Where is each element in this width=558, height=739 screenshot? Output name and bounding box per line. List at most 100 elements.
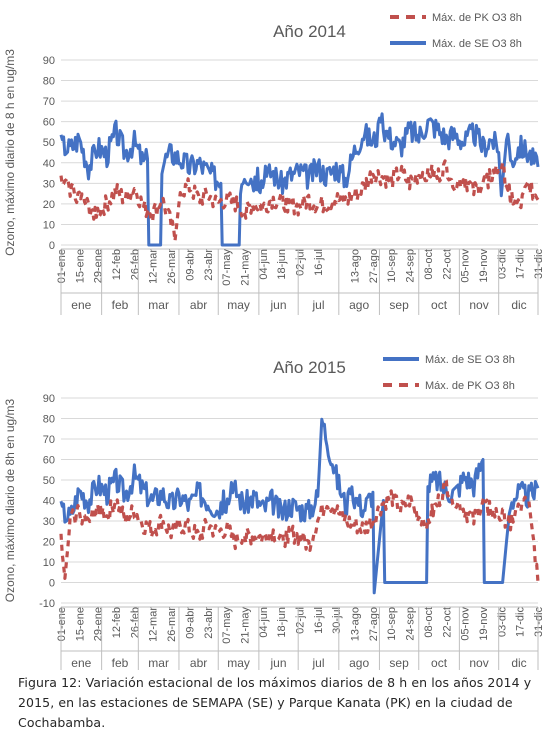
month-label: ene — [71, 298, 91, 312]
month-label: sep — [389, 656, 409, 670]
x-tick-label: 31-dic — [533, 249, 545, 279]
x-tick-label: 16-jul — [313, 249, 325, 276]
x-tick-label: 29-ene — [93, 607, 105, 641]
y-tick-label: 30 — [43, 516, 55, 528]
month-label: feb — [112, 298, 129, 312]
x-tick-label: 29-ene — [93, 249, 105, 283]
chart-title: Año 2015 — [273, 358, 346, 377]
series-line-pk — [59, 478, 540, 583]
month-label: dic — [511, 298, 526, 312]
chart-2014: Año 2014 0 10 20 30 40 50 60 70 80 90 Ozono, máximo… — [3, 12, 545, 315]
x-tick-label: 23-abr — [203, 249, 215, 281]
x-tick-label: 26-feb — [129, 249, 141, 280]
x-tick-label: 07-may — [221, 249, 233, 286]
y-tick-label: 90 — [43, 393, 55, 405]
y-tick-label: -10 — [39, 598, 55, 610]
x-tick-label: 05-nov — [460, 249, 472, 283]
y-tick-label: 10 — [43, 219, 55, 231]
x-tick-label: 18-jun — [276, 607, 288, 638]
y-tick-label: 60 — [43, 117, 55, 129]
x-tick-label: 19-nov — [478, 607, 490, 641]
x-tick-label: 22-oct — [441, 249, 453, 280]
x-tick-label: 23-abr — [203, 607, 215, 639]
month-label: nov — [469, 298, 488, 312]
x-tick-label: 03-dic — [496, 249, 508, 279]
month-label: may — [227, 298, 250, 312]
x-tick-label: 12-feb — [111, 607, 123, 638]
x-tick-label: 01-ene — [56, 607, 68, 641]
x-tick-label: 02-jul — [295, 249, 307, 276]
x-tick-label: 09-abr — [184, 249, 196, 281]
x-tick-label: 04-jun — [258, 607, 270, 638]
x-tick-label: 26-feb — [129, 607, 141, 638]
y-tick-label: 10 — [43, 557, 55, 569]
month-label: jun — [270, 656, 287, 670]
x-tick-label: 13-ago — [350, 607, 362, 641]
x-tick-label: 08-oct — [423, 607, 435, 638]
x-tick-label: 12-mar — [148, 607, 160, 642]
x-tick-label: 21-may — [239, 607, 251, 644]
x-tick-label: 07-may — [221, 607, 233, 644]
x-tick-label: 21-may — [239, 249, 251, 286]
y-tick-label: 90 — [43, 55, 55, 67]
x-tick-label: 13-ago — [350, 249, 362, 283]
y-tick-label: 70 — [43, 96, 55, 108]
figure-caption: Figura 12: Variación estacional de los m… — [18, 675, 532, 730]
month-label: sep — [389, 298, 409, 312]
y-tick-label: 50 — [43, 137, 55, 149]
x-tick-label: 24-sep — [405, 607, 417, 641]
y-axis-label: Ozono, máximo diario de 8h en ug/m3 — [3, 398, 17, 602]
legend-label: Máx. de SE O3 8h — [432, 38, 522, 50]
y-tick-label: 70 — [43, 434, 55, 446]
x-tick-label: 15-ene — [74, 607, 86, 641]
month-label: may — [227, 656, 250, 670]
x-tick-label: 22-oct — [441, 607, 453, 638]
x-tick-label: 05-nov — [460, 607, 472, 641]
legend-label: Máx. de PK O3 8h — [432, 12, 522, 24]
x-tick-label: 31-dic — [533, 607, 545, 637]
month-label: jul — [311, 298, 324, 312]
y-tick-label: 0 — [49, 578, 55, 590]
month-label: oct — [431, 298, 448, 312]
x-tick-label: 19-nov — [478, 249, 490, 283]
y-tick-label: 20 — [43, 199, 55, 211]
y-tick-label: 50 — [43, 475, 55, 487]
series-line-pk — [59, 159, 540, 243]
x-tick-label: 24-sep — [405, 249, 417, 283]
month-label: ene — [71, 656, 91, 670]
chart-title: Año 2014 — [273, 22, 346, 41]
legend-label: Máx. de PK O3 8h — [425, 380, 515, 392]
x-tick-label: 08-oct — [423, 249, 435, 280]
month-label: jul — [311, 656, 324, 670]
x-tick-label: 30-jul — [331, 607, 343, 634]
month-label: mar — [148, 298, 169, 312]
series-line-se — [59, 112, 540, 247]
y-tick-label: 30 — [43, 178, 55, 190]
x-tick-label: 10-sep — [386, 249, 398, 283]
y-tick-label: 60 — [43, 455, 55, 467]
x-tick-label: 03-dic — [496, 607, 508, 637]
x-tick-label: 17-dic — [515, 607, 527, 637]
x-tick-label: 26-mar — [166, 607, 178, 642]
x-tick-label: 17-dic — [515, 249, 527, 279]
x-tick-label: 12-feb — [111, 249, 123, 280]
x-tick-label: 27-ago — [368, 249, 380, 283]
y-tick-label: 80 — [43, 414, 55, 426]
month-label: dic — [511, 656, 526, 670]
x-tick-label: 18-jun — [276, 249, 288, 280]
x-tick-label: 10-sep — [386, 607, 398, 641]
x-tick-label: 26-mar — [166, 249, 178, 284]
month-label: jun — [270, 298, 287, 312]
series-line-se — [59, 417, 540, 595]
legend-label: Máx. de SE O3 8h — [425, 354, 515, 366]
month-label: mar — [148, 656, 169, 670]
month-label: ago — [349, 298, 369, 312]
y-axis-label: Ozono, máximo diario de 8 h en ug/m3 — [3, 49, 17, 256]
chart-2015: Año 2015 -10 0 10 20 30 40 50 60 70 80 90 Ozono, máx… — [3, 354, 545, 670]
y-tick-label: 20 — [43, 537, 55, 549]
y-tick-label: 0 — [49, 240, 55, 252]
month-label: feb — [112, 656, 129, 670]
x-tick-label: 12-mar — [148, 249, 160, 284]
y-tick-label: 40 — [43, 496, 55, 508]
x-tick-label: 01-ene — [56, 249, 68, 283]
